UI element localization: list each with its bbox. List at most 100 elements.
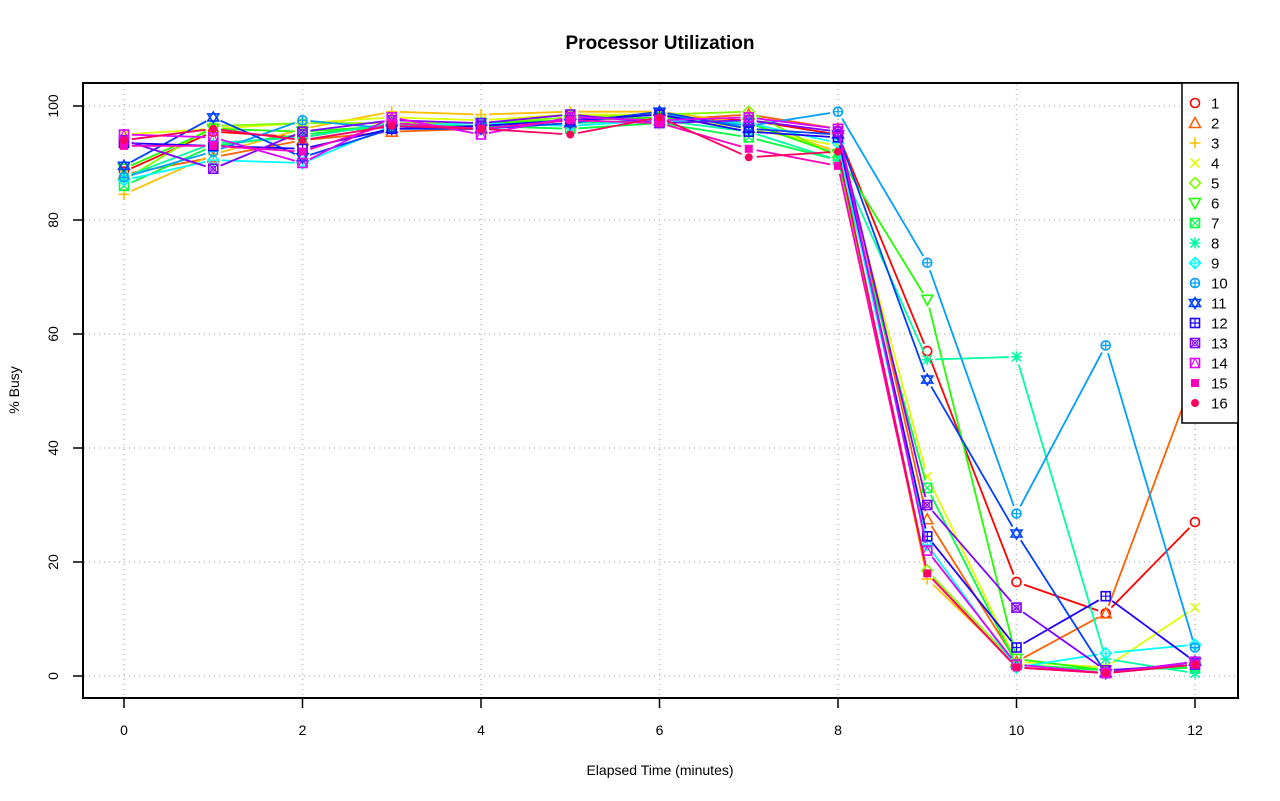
x-tick-label: 6 (656, 722, 664, 738)
legend-label: 9 (1211, 256, 1219, 273)
series-line-segment (1023, 583, 1099, 612)
series-line-segment (756, 123, 831, 143)
series-line-segment (221, 136, 295, 144)
data-point (1189, 357, 1201, 369)
series-line-segment (1019, 352, 1103, 507)
y-tick-label: 100 (45, 94, 61, 118)
legend-item: 12 (1189, 316, 1228, 333)
data-point (744, 127, 754, 137)
series-line-segment (578, 116, 652, 121)
data-point (120, 136, 128, 145)
data-point (1101, 340, 1111, 350)
series-line-segment (578, 119, 652, 124)
legend-item: 8 (1189, 236, 1219, 253)
data-point (1189, 602, 1201, 613)
series-line-segment (840, 167, 925, 353)
legend-label: 7 (1211, 216, 1219, 233)
data-point (1189, 337, 1201, 349)
data-point (120, 141, 128, 150)
series-line-segment (756, 138, 831, 160)
series-line-segment (309, 120, 386, 161)
data-point (921, 544, 933, 556)
legend-label: 15 (1211, 376, 1228, 393)
series-line-segment (838, 139, 927, 498)
legend-item: 1 (1189, 96, 1219, 113)
series-line-segment (667, 119, 741, 124)
series-line-segment (130, 131, 207, 167)
series-line-segment (1113, 659, 1188, 673)
data-point (298, 147, 307, 156)
series-line-segment (131, 133, 206, 138)
data-point (1100, 647, 1112, 659)
data-point (206, 110, 221, 122)
series-line-segment (221, 128, 295, 141)
data-point (209, 124, 218, 133)
series-line-segment (488, 114, 563, 124)
series-line-segment (756, 133, 831, 159)
x-axis-label: Elapsed Time (minutes) (586, 762, 733, 778)
series-line-segment (1023, 616, 1100, 659)
data-point (207, 163, 219, 174)
legend-item: 3 (1189, 136, 1219, 153)
data-point (208, 163, 219, 174)
data-point (206, 113, 221, 125)
data-point (1188, 295, 1202, 308)
data-point (475, 128, 487, 140)
data-point (1189, 516, 1201, 528)
data-point (1190, 318, 1200, 328)
series-line-segment (1017, 364, 1105, 652)
data-point (298, 136, 307, 145)
data-point (566, 116, 575, 125)
x-tick-label: 2 (299, 722, 307, 738)
grid (84, 84, 1237, 697)
series-line-segment (220, 130, 296, 154)
legend-label: 3 (1211, 136, 1219, 153)
data-point (834, 161, 842, 170)
series-line-segment (1113, 664, 1188, 674)
series-line-segment (839, 141, 926, 373)
series-line-segment (667, 111, 741, 116)
data-point (1011, 602, 1022, 613)
x-axis: 0 2 4 6 8 10 12 (120, 698, 1203, 738)
legend-label: 1 (1211, 96, 1219, 113)
data-point (744, 153, 753, 162)
data-point (1189, 667, 1201, 679)
legend-item: 2 (1188, 116, 1219, 133)
series-line-segment (130, 148, 207, 184)
series-line-segment (577, 118, 652, 134)
series-line-segment (1024, 667, 1098, 674)
data-point (387, 121, 396, 130)
y-axis: 0 20 40 60 80 100 (45, 94, 83, 680)
data-point (207, 131, 219, 143)
series-1 (118, 112, 1201, 619)
data-point (297, 126, 308, 137)
data-point (1013, 604, 1020, 611)
data-point (832, 154, 844, 166)
data-point (1190, 643, 1200, 652)
series-line-segment (932, 578, 1012, 663)
legend-label: 16 (1211, 396, 1228, 413)
series-line-segment (221, 128, 295, 133)
legend-item: 13 (1189, 336, 1228, 353)
series-line-segment (221, 122, 295, 127)
data-point (743, 115, 754, 126)
legend-label: 6 (1211, 196, 1219, 213)
series-line-segment (756, 151, 831, 158)
data-point (1192, 340, 1198, 346)
series-line-segment (838, 136, 927, 543)
legend-item: 4 (1189, 156, 1219, 173)
data-point (920, 372, 935, 384)
series-line-segment (131, 128, 206, 141)
series-15 (120, 116, 1199, 678)
data-point (920, 375, 935, 387)
series-line-segment (928, 307, 1016, 652)
data-point (1189, 257, 1201, 269)
series-line-segment (929, 269, 1015, 507)
series-16 (120, 113, 1199, 678)
data-point (922, 500, 933, 510)
legend-item: 9 (1188, 256, 1219, 273)
y-tick-label: 0 (45, 672, 61, 680)
series-line-segment (309, 130, 385, 156)
data-point (832, 123, 844, 134)
series-line-segment (1022, 611, 1100, 667)
